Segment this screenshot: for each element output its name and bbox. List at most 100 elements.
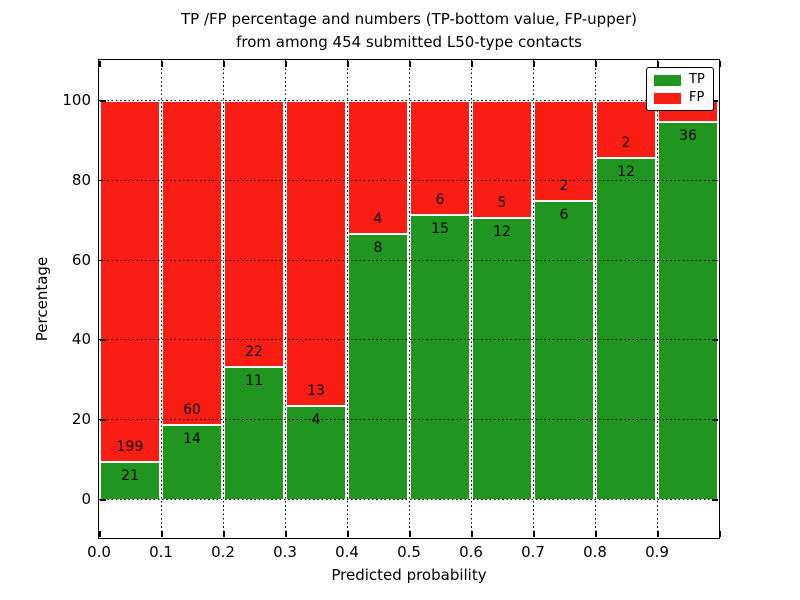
- tp-count-label-0.0-0.1: 21: [121, 468, 139, 485]
- x-tick-top: [161, 61, 163, 67]
- y-tick-label-0: 0: [81, 490, 91, 508]
- gridline-y-80: [99, 179, 719, 181]
- y-tick-label-40: 40: [71, 330, 91, 349]
- fp-count-label-0.4-0.5: 4: [373, 210, 383, 227]
- y-tick-left: [100, 259, 106, 262]
- y-tick-right: [712, 259, 718, 262]
- x-tick-top: [409, 61, 411, 67]
- tp-count-label-0.3-0.4: 4: [311, 412, 321, 429]
- x-tick-top: [471, 61, 473, 67]
- gridline-y-100: [99, 100, 719, 101]
- x-tick-bottom: [409, 531, 411, 537]
- tp-count-label-0.6-0.7: 12: [493, 224, 511, 241]
- bar-segment-tp-0.6-0.7: [471, 217, 533, 499]
- tp-count-label-0.9-1.0: 36: [679, 128, 697, 145]
- fp-count-label-0.3-0.4: 13: [307, 383, 325, 400]
- bar-segment-tp-0.9-1.0: [657, 121, 719, 499]
- x-tick-bottom: [347, 531, 349, 537]
- bar-segment-fp-0.1-0.2: [161, 100, 223, 424]
- x-tick-label-0.6: 0.6: [459, 543, 483, 561]
- gridline-y-20: [99, 419, 719, 421]
- bar-segment-fp-0.5-0.6: [409, 100, 471, 215]
- y-tick-right: [712, 100, 718, 102]
- fp-count-label-0.1-0.2: 60: [183, 401, 201, 418]
- x-tick-label-0.9: 0.9: [645, 543, 669, 561]
- x-tick-top: [99, 61, 101, 67]
- tp-count-label-0.4-0.5: 8: [373, 239, 383, 256]
- legend-label-tp: TP: [689, 72, 705, 87]
- x-tick-top: [285, 61, 287, 67]
- chart-title-line1: TP /FP percentage and numbers (TP-bottom…: [181, 10, 637, 28]
- x-tick-label-0.4: 0.4: [335, 543, 359, 561]
- bar-segment-tp-0.3-0.4: [285, 405, 347, 499]
- gridline-y-0: [99, 499, 719, 500]
- y-tick-right: [712, 419, 718, 421]
- legend-entry-fp: FP: [654, 91, 706, 105]
- tp-count-label-0.8-0.9: 12: [617, 164, 635, 181]
- legend: TP FP: [646, 67, 714, 111]
- gridline-x-0.3: [285, 60, 286, 538]
- x-tick-label-0.3: 0.3: [273, 543, 297, 561]
- gridline-x-0.1: [161, 60, 162, 538]
- x-tick-bottom: [657, 531, 659, 537]
- bar-segment-tp-0.5-0.6: [409, 214, 471, 499]
- y-tick-left: [100, 179, 106, 182]
- tp-count-label-0.2-0.3: 11: [245, 373, 263, 390]
- y-tick-label-60: 60: [71, 250, 91, 269]
- x-tick-top: [719, 61, 721, 67]
- x-tick-top: [595, 61, 597, 67]
- tp-count-label-0.1-0.2: 14: [183, 430, 201, 447]
- fp-count-label-0.6-0.7: 5: [497, 195, 507, 212]
- x-tick-bottom: [471, 531, 473, 537]
- legend-entry-tp: TP: [654, 73, 706, 87]
- bar-segment-fp-0.3-0.4: [285, 100, 347, 406]
- x-tick-top: [347, 61, 349, 67]
- x-tick-bottom: [223, 531, 225, 537]
- x-tick-label-0.7: 0.7: [521, 543, 545, 561]
- x-tick-label-0.8: 0.8: [583, 543, 607, 561]
- y-tick-right: [712, 339, 718, 341]
- fp-count-label-0.2-0.3: 22: [245, 344, 263, 361]
- tp-count-label-0.7-0.8: 6: [559, 206, 569, 223]
- x-tick-top: [223, 61, 225, 67]
- bar-segment-fp-0.4-0.5: [347, 100, 409, 233]
- gridline-x-0.8: [595, 60, 596, 538]
- y-tick-label-80: 80: [71, 170, 91, 189]
- bar-segment-tp-0.7-0.8: [533, 199, 595, 499]
- x-tick-bottom: [161, 531, 163, 537]
- fp-count-label-0.7-0.8: 2: [559, 177, 569, 194]
- x-tick-bottom: [595, 531, 597, 537]
- x-tick-label-0.0: 0.0: [87, 543, 111, 561]
- bar-segment-fp-0.6-0.7: [471, 100, 533, 218]
- bar-segment-tp-0.1-0.2: [161, 423, 223, 499]
- bar-segment-tp-0.4-0.5: [347, 232, 409, 499]
- x-axis-label: Predicted probability: [331, 566, 487, 584]
- x-tick-bottom: [99, 531, 101, 537]
- x-tick-label-0.5: 0.5: [397, 543, 421, 561]
- bar-segment-fp-0.2-0.3: [223, 100, 285, 367]
- y-tick-left: [100, 419, 106, 421]
- y-tick-left: [100, 339, 106, 341]
- fp-swatch-icon: [654, 92, 681, 104]
- legend-label-fp: FP: [689, 90, 705, 105]
- x-tick-top: [657, 61, 659, 67]
- gridline-y-40: [99, 339, 719, 341]
- x-tick-label-0.1: 0.1: [149, 543, 173, 561]
- fp-count-label-0.8-0.9: 2: [621, 135, 631, 152]
- bar-segment-fp-0.0-0.1: [99, 100, 161, 462]
- gridline-x-0.5: [409, 60, 410, 538]
- y-axis-label: Percentage: [33, 256, 51, 342]
- tp-count-label-0.5-0.6: 15: [431, 221, 449, 238]
- y-tick-right: [712, 499, 718, 501]
- gridline-y-60: [99, 259, 719, 261]
- chart-title-line2: from among 454 submitted L50-type contac…: [236, 33, 582, 51]
- y-tick-label-20: 20: [71, 410, 91, 429]
- bar-segment-tp-0.2-0.3: [223, 366, 285, 499]
- y-tick-left: [100, 100, 106, 102]
- y-tick-left: [100, 499, 106, 501]
- tp-swatch-icon: [654, 74, 681, 86]
- gridline-x-0.2: [223, 60, 224, 538]
- bar-segment-tp-0.8-0.9: [595, 157, 657, 499]
- gridline-x-0.4: [347, 60, 348, 538]
